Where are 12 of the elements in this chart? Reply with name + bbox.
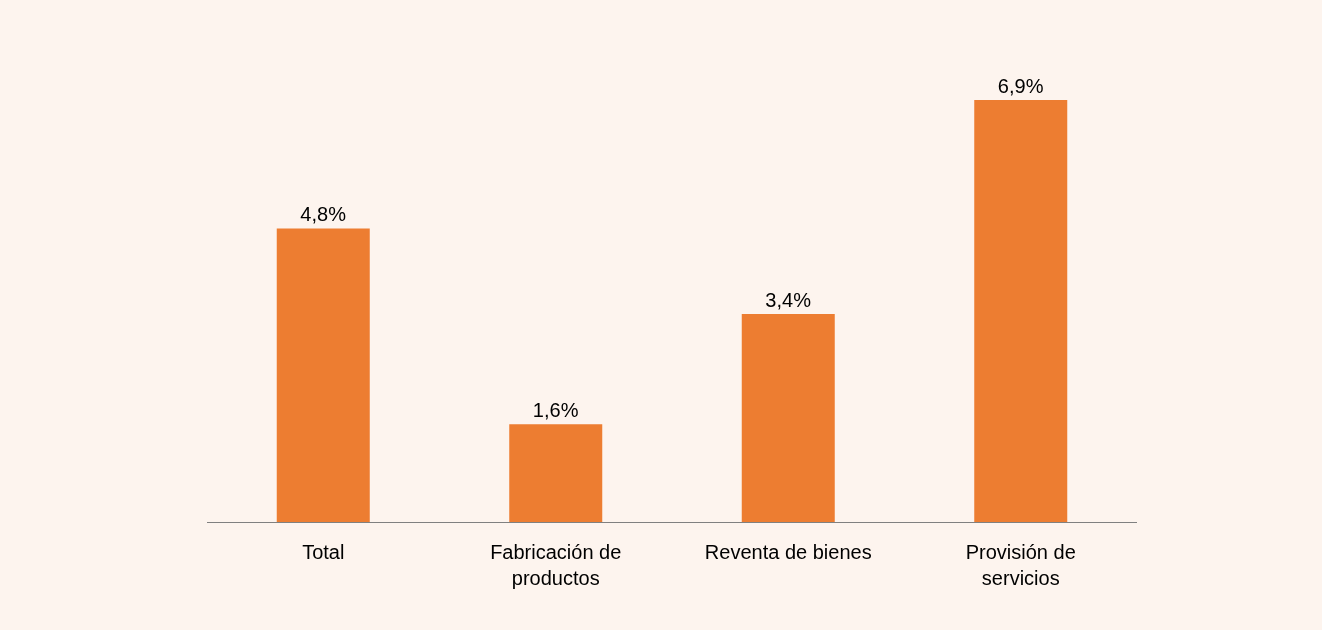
data-label: 4,8% (300, 203, 347, 226)
bar (741, 314, 835, 522)
x-tick-label: Provisión de servicios (965, 541, 1076, 589)
data-label: 3,4% (765, 289, 812, 312)
bar (974, 100, 1068, 522)
data-label: 1,6% (532, 399, 579, 422)
data-label: 6,9% (997, 75, 1044, 97)
bar (509, 424, 603, 522)
x-tick-label: Total (302, 541, 345, 563)
bar (276, 228, 370, 522)
x-tick-label: Fabricación de productos (490, 541, 622, 589)
x-tick-label: Reventa de bienes (704, 541, 872, 563)
